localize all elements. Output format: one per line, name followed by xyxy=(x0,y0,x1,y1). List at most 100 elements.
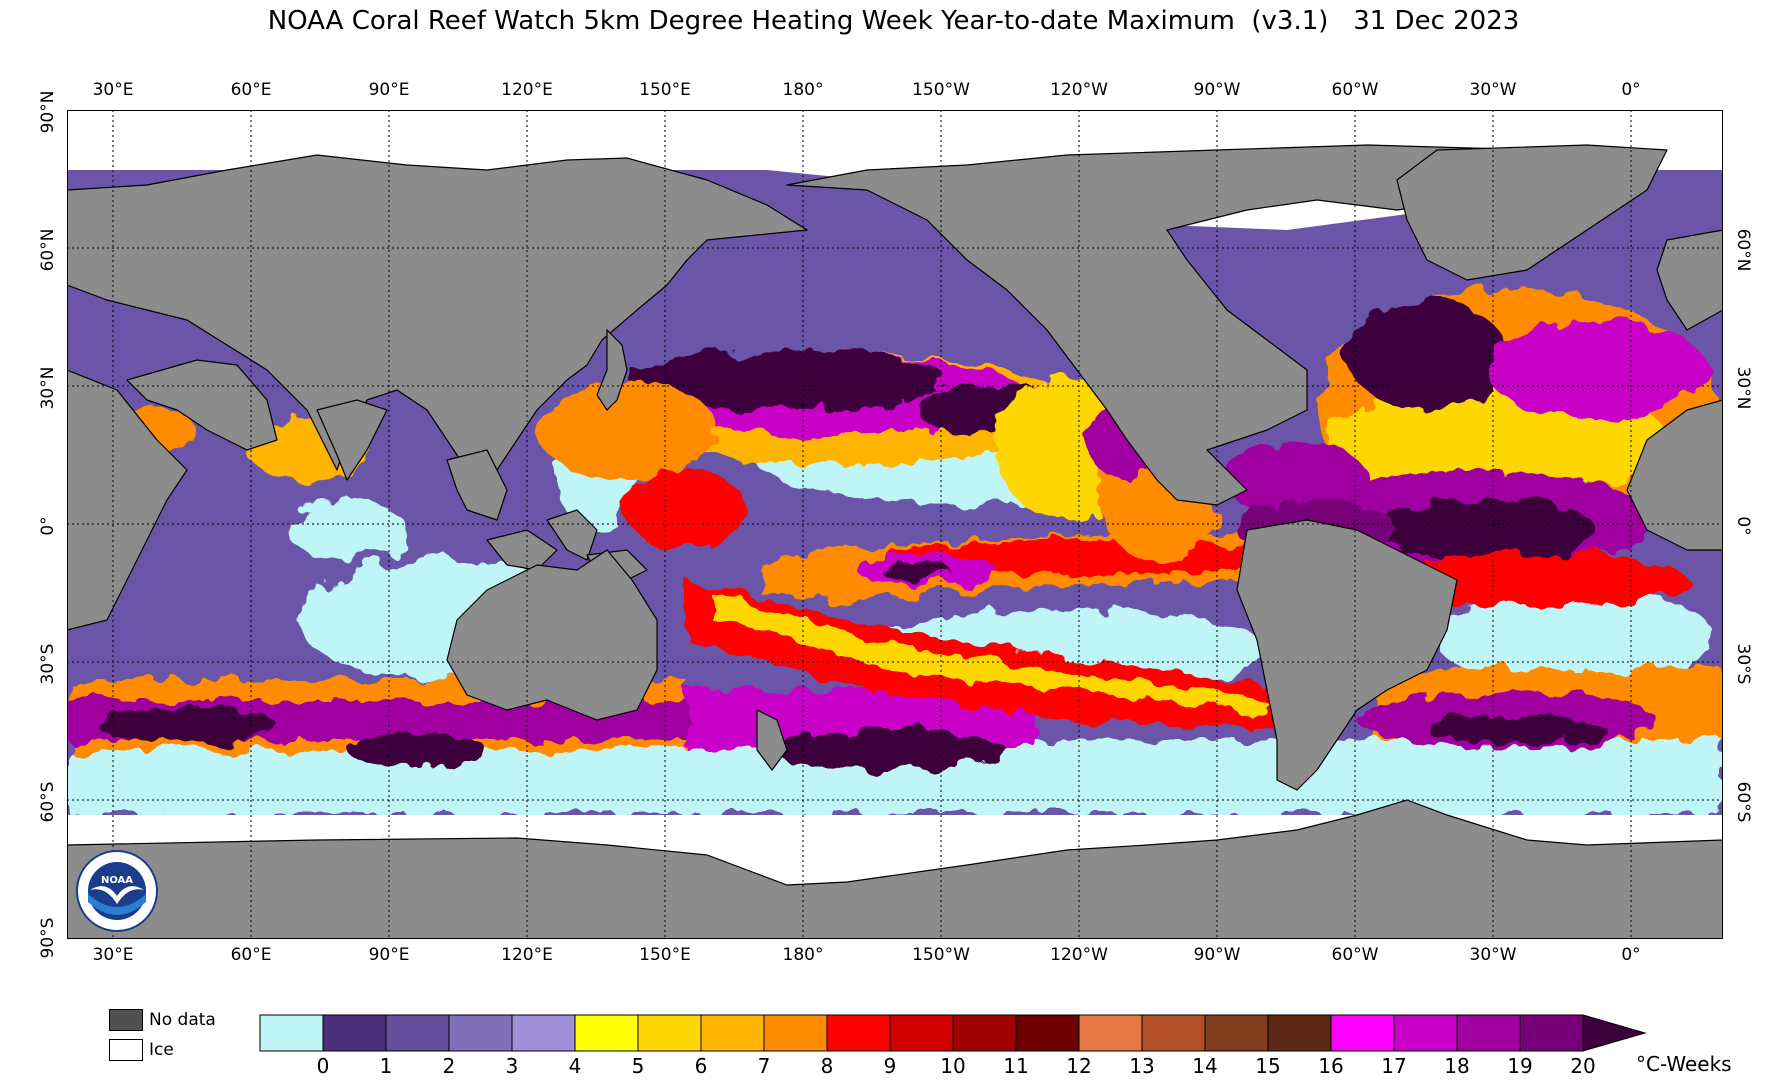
colorbar-tick-label: 15 xyxy=(1255,1054,1281,1078)
colorbar-segment xyxy=(574,1014,639,1052)
colorbar-tick-label: 14 xyxy=(1192,1054,1218,1078)
lat-label-left: 90°S xyxy=(38,917,58,959)
colorbar-segment xyxy=(322,1014,387,1052)
colorbar-tick-label: 6 xyxy=(694,1054,708,1078)
lon-label-top: 0° xyxy=(1621,80,1641,100)
dhw-map xyxy=(67,110,1723,939)
lon-label-top: 120°E xyxy=(501,80,553,100)
legend-swatches: No data Ice xyxy=(109,1005,216,1065)
colorbar-segment xyxy=(1078,1014,1143,1052)
noaa-logo-text: NOAA xyxy=(101,875,133,886)
lat-label-left: 30°S xyxy=(38,643,58,685)
colorbar-tick-label: 7 xyxy=(757,1054,771,1078)
lon-label-top: 60°W xyxy=(1331,80,1379,100)
lon-label-top: 30°W xyxy=(1469,80,1517,100)
legend-ice: Ice xyxy=(109,1035,216,1065)
lon-label-top: 90°W xyxy=(1193,80,1241,100)
lon-label-bottom: 150°W xyxy=(912,945,970,965)
land-south-america xyxy=(1236,519,1458,791)
colorbar-segment xyxy=(1267,1014,1332,1052)
land-new-zealand xyxy=(756,709,788,771)
colorbar-unit-label: °C-Weeks xyxy=(1636,1052,1732,1076)
lon-label-top: 180° xyxy=(782,80,824,100)
colorbar-segment xyxy=(1141,1014,1206,1052)
colorbar-tick-label: 12 xyxy=(1066,1054,1092,1078)
map-title: NOAA Coral Reef Watch 5km Degree Heating… xyxy=(267,6,1520,36)
colorbar-segment xyxy=(1015,1014,1080,1052)
colorbar-segment xyxy=(1204,1014,1269,1052)
lat-label-left: 0° xyxy=(38,516,58,536)
land-greenland xyxy=(1396,144,1668,281)
lat-label-right: 60°S xyxy=(1733,781,1753,823)
colorbar-segment xyxy=(385,1014,450,1052)
colorbar-tick-label: 11 xyxy=(1003,1054,1029,1078)
colorbar-tick-label: 18 xyxy=(1444,1054,1470,1078)
colorbar-segment xyxy=(952,1014,1017,1052)
colorbar-tick-label: 16 xyxy=(1318,1054,1344,1078)
noaa-logo-icon: NOAA xyxy=(76,850,158,932)
colorbar xyxy=(259,1014,1647,1052)
cool-zone-south-atlantic xyxy=(1437,590,1717,690)
colorbar-tick-label: 17 xyxy=(1381,1054,1407,1078)
lon-label-bottom: 60°W xyxy=(1331,945,1379,965)
land-antarctica xyxy=(67,799,1723,939)
colorbar-extension-arrow xyxy=(1582,1014,1647,1052)
land-africa-east xyxy=(67,369,188,631)
ice-swatch xyxy=(109,1039,143,1061)
lon-label-bottom: 0° xyxy=(1621,945,1641,965)
land-arabia xyxy=(126,359,278,451)
lat-label-right: 30°N xyxy=(1733,366,1753,410)
colorbar-segment xyxy=(637,1014,702,1052)
lon-label-bottom: 120°E xyxy=(501,945,553,965)
lat-label-left: 60°S xyxy=(38,781,58,823)
lat-label-right: 30°S xyxy=(1733,643,1753,685)
lat-label-right: 60°N xyxy=(1733,228,1753,272)
graticule xyxy=(67,110,1723,939)
land-europe-edge xyxy=(1656,229,1723,331)
colorbar-tick-label: 13 xyxy=(1129,1054,1155,1078)
map-canvas xyxy=(67,110,1723,939)
legend-no-data: No data xyxy=(109,1005,216,1035)
colorbar-segment xyxy=(259,1014,324,1052)
colorbar-segment xyxy=(763,1014,828,1052)
colorbar-tick-label: 2 xyxy=(442,1054,456,1078)
land-japan xyxy=(596,329,628,411)
colorbar-segment xyxy=(1519,1014,1584,1052)
lon-label-bottom: 60°E xyxy=(230,945,272,965)
lat-label-left: 30°N xyxy=(38,366,58,410)
land-africa-west xyxy=(1626,399,1723,551)
lon-label-bottom: 90°E xyxy=(368,945,410,965)
colorbar-tick-label: 8 xyxy=(820,1054,834,1078)
colorbar-segment xyxy=(511,1014,576,1052)
lon-label-bottom: 90°W xyxy=(1193,945,1241,965)
lon-label-top: 150°E xyxy=(639,80,691,100)
colorbar-tick-label: 20 xyxy=(1570,1054,1596,1078)
land-se-asia xyxy=(446,449,508,521)
colorbar-tick-label: 9 xyxy=(883,1054,897,1078)
lon-label-top: 30°E xyxy=(92,80,134,100)
lat-label-right: 0° xyxy=(1733,516,1753,536)
no-data-swatch xyxy=(109,1009,143,1031)
lon-label-top: 60°E xyxy=(230,80,272,100)
colorbar-tick-label: 10 xyxy=(940,1054,966,1078)
colorbar-segment xyxy=(826,1014,891,1052)
lon-label-bottom: 180° xyxy=(782,945,824,965)
lon-label-top: 120°W xyxy=(1050,80,1108,100)
colorbar-segment xyxy=(448,1014,513,1052)
land-layer xyxy=(67,144,1723,791)
lon-label-bottom: 120°W xyxy=(1050,945,1108,965)
lon-label-bottom: 30°E xyxy=(92,945,134,965)
land-australia xyxy=(446,549,658,721)
lon-label-top: 90°E xyxy=(368,80,410,100)
lat-label-left: 90°N xyxy=(38,90,58,134)
colorbar-segment xyxy=(700,1014,765,1052)
lon-label-bottom: 30°W xyxy=(1469,945,1517,965)
no-data-label: No data xyxy=(149,1010,216,1030)
colorbar-segment xyxy=(889,1014,954,1052)
colorbar-tick-label: 4 xyxy=(568,1054,582,1078)
lon-label-top: 150°W xyxy=(912,80,970,100)
colorbar-segment xyxy=(1330,1014,1395,1052)
lon-label-bottom: 150°E xyxy=(639,945,691,965)
colorbar-tick-label: 1 xyxy=(379,1054,393,1078)
map-frame xyxy=(67,110,1723,939)
